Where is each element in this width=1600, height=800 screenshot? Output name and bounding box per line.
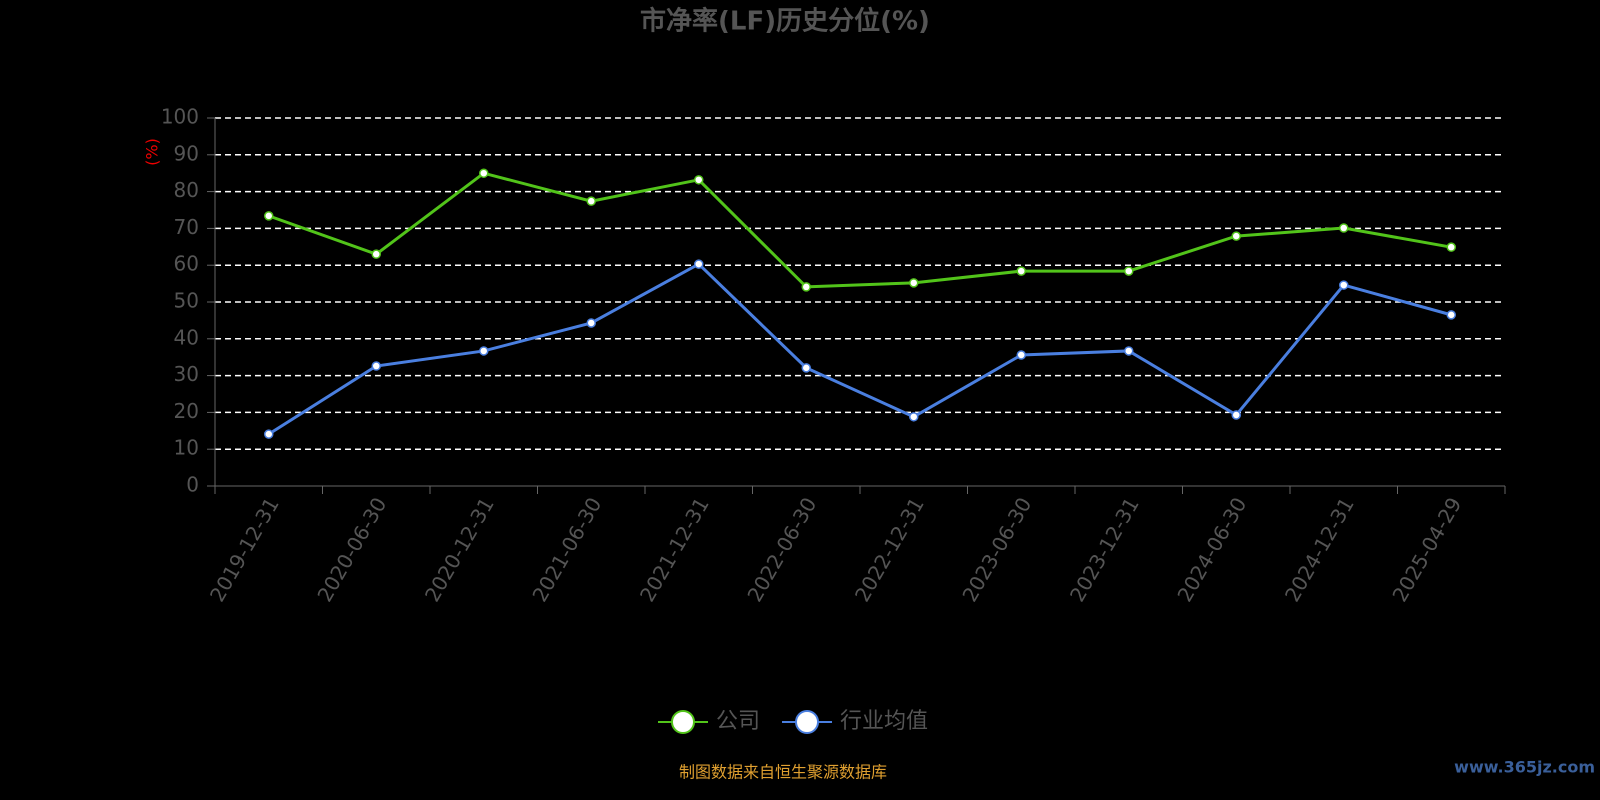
data-point: [479, 168, 489, 178]
data-point: [1124, 346, 1134, 356]
data-point: [586, 318, 596, 328]
series-line: [268, 171, 1452, 289]
x-tick-label: 2023-06-30: [957, 493, 1036, 606]
data-point: [801, 363, 811, 373]
legend-item: 公司: [658, 709, 760, 734]
legend-item: 行业均值: [782, 709, 928, 734]
y-tick-label: 80: [174, 178, 199, 202]
x-tick-label: 2023-12-31: [1065, 493, 1144, 606]
y-tick-label: 100: [161, 105, 199, 129]
data-point: [371, 361, 381, 371]
x-tick-label: 2021-12-31: [635, 493, 714, 606]
x-tick-label: 2021-06-30: [527, 493, 606, 606]
data-point: [1016, 350, 1026, 360]
y-tick-label: 40: [174, 325, 199, 349]
data-point: [586, 196, 596, 206]
legend-label: 公司: [716, 709, 760, 734]
y-tick-label: 0: [186, 473, 199, 497]
y-tick-label: 70: [174, 215, 199, 239]
y-axis-label: (%): [143, 138, 162, 166]
x-tick-label: 2022-12-31: [850, 493, 929, 606]
legend-marker: [795, 710, 820, 734]
series-line: [267, 262, 1452, 436]
data-point: [694, 175, 704, 185]
data-point: [909, 278, 919, 288]
x-tick-label: 2022-06-30: [742, 493, 821, 606]
y-tick-label: 60: [174, 252, 199, 276]
x-tick-label: 2019-12-31: [205, 493, 284, 606]
data-point: [371, 249, 381, 259]
watermark: www.365jz.com: [1454, 758, 1595, 777]
data-point: [1446, 242, 1456, 252]
x-tick-label: 2024-12-31: [1280, 493, 1359, 606]
x-tick-label: 2020-06-30: [312, 493, 391, 606]
data-point: [1231, 410, 1241, 420]
x-tick-label: 2025-04-29: [1387, 493, 1466, 606]
legend-marker: [671, 710, 695, 734]
data-point: [909, 412, 919, 422]
data-point: [694, 259, 704, 269]
legend-label: 行业均值: [840, 709, 928, 734]
data-point: [1124, 266, 1134, 276]
data-point: [264, 211, 274, 221]
y-tick-label: 30: [174, 362, 199, 386]
data-point: [264, 429, 274, 439]
x-tick-label: 2024-06-30: [1172, 493, 1251, 606]
chart-title: 市净率(LF)历史分位(%): [640, 6, 930, 37]
data-point: [801, 282, 811, 292]
data-point: [479, 346, 489, 356]
data-point: [1339, 280, 1349, 290]
source-note: 制图数据来自恒生聚源数据库: [679, 763, 887, 782]
y-tick-label: 50: [174, 289, 199, 313]
data-point: [1339, 223, 1349, 233]
y-tick-label: 90: [174, 141, 199, 165]
data-point: [1231, 231, 1241, 241]
y-tick-label: 10: [174, 436, 199, 460]
x-tick-label: 2020-12-31: [420, 493, 499, 606]
data-point: [1016, 266, 1026, 276]
data-point: [1446, 310, 1456, 320]
y-tick-label: 20: [174, 399, 199, 423]
